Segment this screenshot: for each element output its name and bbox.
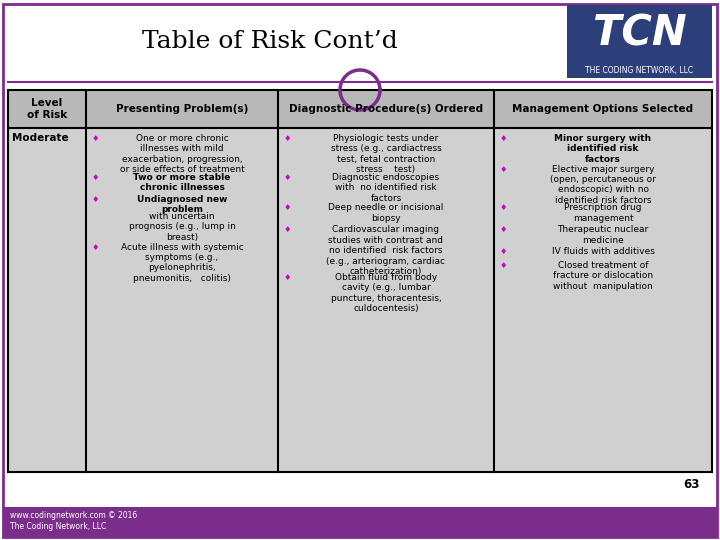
Text: Level
of Risk: Level of Risk <box>27 98 67 120</box>
Text: ♦: ♦ <box>283 173 291 182</box>
Text: ♦: ♦ <box>499 204 507 213</box>
Text: Two or more stable
chronic illnesses: Two or more stable chronic illnesses <box>133 173 230 192</box>
Text: Diagnostic Procedure(s) Ordered: Diagnostic Procedure(s) Ordered <box>289 104 483 114</box>
Text: www.codingnetwork.com © 2016
The Coding Network, LLC: www.codingnetwork.com © 2016 The Coding … <box>10 511 138 531</box>
Text: Diagnostic endoscopies
with  no identified risk
factors: Diagnostic endoscopies with no identifie… <box>333 173 440 203</box>
FancyBboxPatch shape <box>8 90 712 128</box>
Text: 63: 63 <box>683 478 700 491</box>
Text: with uncertain
prognosis (e.g., lump in
breast): with uncertain prognosis (e.g., lump in … <box>129 212 235 242</box>
FancyBboxPatch shape <box>8 128 712 472</box>
Text: Therapeutic nuclear
medicine: Therapeutic nuclear medicine <box>557 226 649 245</box>
Text: Undiagnosed new
problem: Undiagnosed new problem <box>137 195 228 214</box>
Text: Table of Risk Cont’d: Table of Risk Cont’d <box>142 30 398 53</box>
FancyBboxPatch shape <box>3 4 717 537</box>
Text: Presenting Problem(s): Presenting Problem(s) <box>116 104 248 114</box>
Text: ♦: ♦ <box>499 226 507 234</box>
Text: ♦: ♦ <box>91 134 99 143</box>
Text: ♦: ♦ <box>283 226 291 234</box>
Text: ♦: ♦ <box>283 273 291 282</box>
Text: TCN: TCN <box>593 12 686 55</box>
Text: ♦: ♦ <box>283 204 291 213</box>
Text: Obtain fluid from body
cavity (e.g., lumbar
puncture, thoracentesis,
culdocentes: Obtain fluid from body cavity (e.g., lum… <box>330 273 441 313</box>
Text: Acute illness with systemic
symptoms (e.g.,
pyelonephritis,
pneumonitis,   colit: Acute illness with systemic symptoms (e.… <box>121 242 243 283</box>
Text: ♦: ♦ <box>499 247 507 256</box>
Text: ♦: ♦ <box>499 134 507 143</box>
Text: ♦: ♦ <box>91 173 99 182</box>
Text: Management Options Selected: Management Options Selected <box>513 104 693 114</box>
Text: Closed treatment of
fracture or dislocation
without  manipulation: Closed treatment of fracture or dislocat… <box>553 261 653 291</box>
Text: THE CODING NETWORK, LLC: THE CODING NETWORK, LLC <box>585 66 693 76</box>
Text: Minor surgery with
identified risk
factors: Minor surgery with identified risk facto… <box>554 134 652 164</box>
FancyBboxPatch shape <box>3 507 717 537</box>
Text: ♦: ♦ <box>91 242 99 252</box>
Text: Prescription drug
management: Prescription drug management <box>564 204 642 223</box>
Text: Elective major surgery
(open, percutaneous or
endoscopic) with no
identified ris: Elective major surgery (open, percutaneo… <box>550 165 656 205</box>
Text: ♦: ♦ <box>499 165 507 173</box>
Text: Cardiovascular imaging
studies with contrast and
no identified  risk factors
(e.: Cardiovascular imaging studies with cont… <box>326 226 446 276</box>
FancyBboxPatch shape <box>567 5 712 78</box>
Text: Deep needle or incisional
biopsy: Deep needle or incisional biopsy <box>328 204 444 223</box>
Text: Moderate: Moderate <box>12 133 68 143</box>
Text: IV fluids with additives: IV fluids with additives <box>552 247 654 256</box>
Text: ♦: ♦ <box>283 134 291 143</box>
Text: ♦: ♦ <box>499 261 507 270</box>
Text: ♦: ♦ <box>91 195 99 204</box>
Text: Physiologic tests under
stress (e.g., cardiactress
test, fetal contraction
stres: Physiologic tests under stress (e.g., ca… <box>330 134 441 174</box>
Text: One or more chronic
illnesses with mild
exacerbation, progression,
or side effec: One or more chronic illnesses with mild … <box>120 134 244 174</box>
